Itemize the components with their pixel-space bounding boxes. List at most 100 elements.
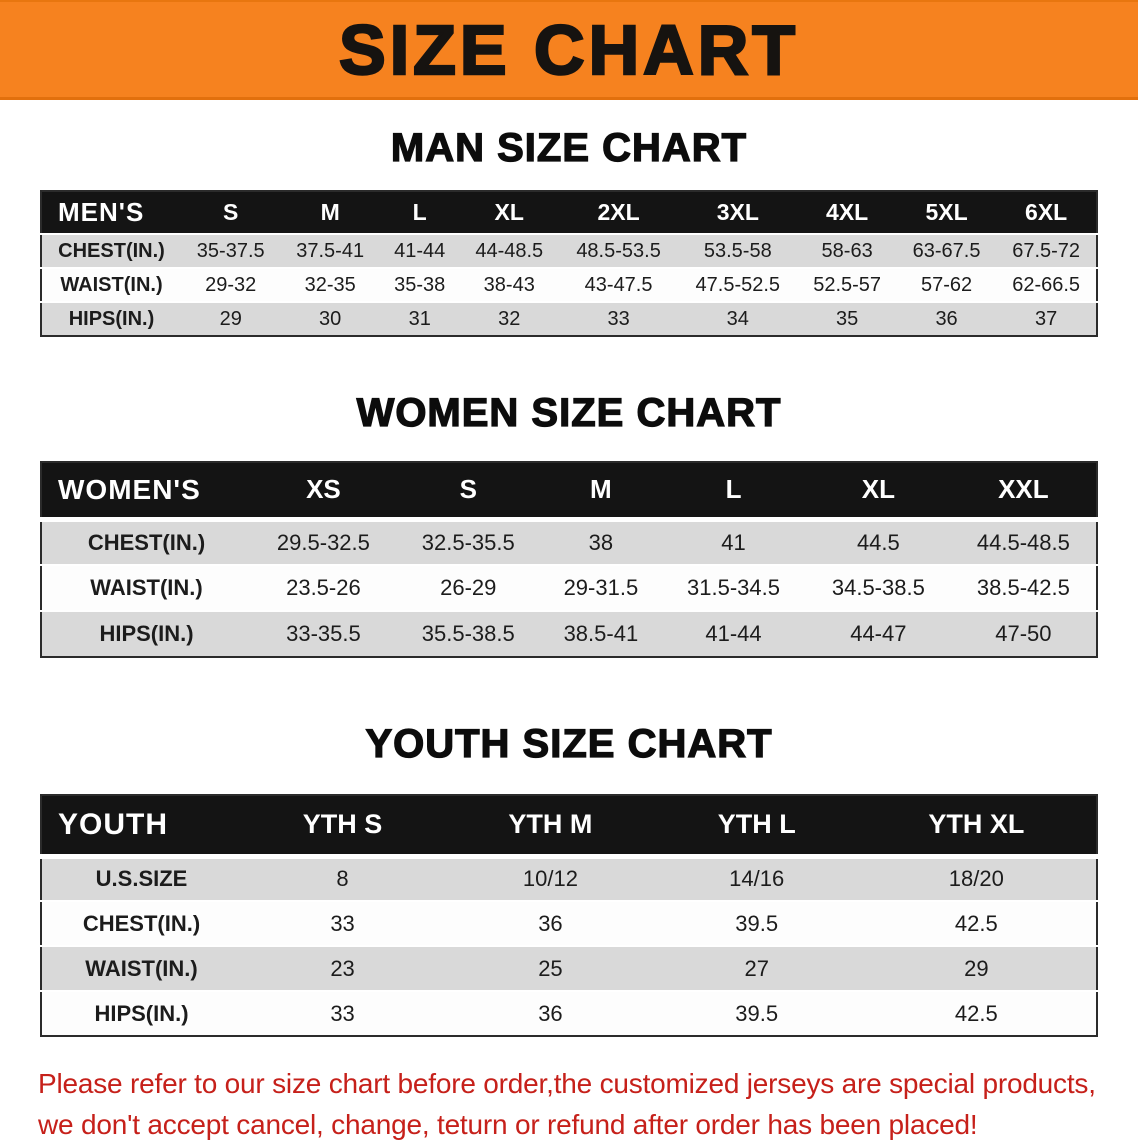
men-size-table: MEN'S S M L XL 2XL 3XL 4XL 5XL 6XL CHEST… xyxy=(40,190,1098,337)
women-heading: WOMEN SIZE CHART xyxy=(356,390,782,435)
size-column-header: 6XL xyxy=(996,191,1097,234)
size-column-header: YTH M xyxy=(444,795,657,856)
size-column-header: YTH L xyxy=(656,795,857,856)
women-waist-row: WAIST(IN.) 23.5-26 26-29 29-31.5 31.5-34… xyxy=(41,565,1097,611)
size-value: 37 xyxy=(996,302,1097,336)
men-chest-row: CHEST(IN.) 35-37.5 37.5-41 41-44 44-48.5… xyxy=(41,234,1097,268)
size-value: 32 xyxy=(459,302,559,336)
row-label: CHEST(IN.) xyxy=(41,519,251,565)
size-value: 44.5 xyxy=(805,519,951,565)
size-value: 31 xyxy=(379,302,460,336)
size-value: 47-50 xyxy=(950,611,1097,657)
size-column-header: L xyxy=(379,191,460,234)
size-value: 38-43 xyxy=(459,268,559,302)
disclaimer: Please refer to our size chart before or… xyxy=(38,1063,1100,1146)
size-value: 67.5-72 xyxy=(996,234,1097,268)
row-label: HIPS(IN.) xyxy=(41,991,241,1036)
size-column-header: L xyxy=(661,462,806,519)
page-title: SIZE CHART xyxy=(338,10,799,89)
size-value: 43-47.5 xyxy=(558,268,679,302)
row-label: HIPS(IN.) xyxy=(41,302,181,336)
size-value: 33 xyxy=(241,901,445,946)
youth-section: YOUTH SIZE CHART YOUTH YTH S YTH M YTH L… xyxy=(0,721,1138,1037)
youth-table-title: YOUTH xyxy=(41,795,241,856)
size-value: 36 xyxy=(444,901,657,946)
size-value: 38.5-41 xyxy=(540,611,662,657)
size-value: 34 xyxy=(678,302,798,336)
row-label: WAIST(IN.) xyxy=(41,565,251,611)
size-value: 62-66.5 xyxy=(996,268,1097,302)
women-section: WOMEN SIZE CHART WOMEN'S XS S M L XL XXL… xyxy=(0,390,1138,658)
size-value: 37.5-41 xyxy=(280,234,380,268)
row-label: WAIST(IN.) xyxy=(41,946,241,991)
size-value: 53.5-58 xyxy=(678,234,798,268)
size-value: 58-63 xyxy=(797,234,897,268)
size-value: 14/16 xyxy=(656,856,857,901)
size-value: 30 xyxy=(280,302,380,336)
youth-chest-row: CHEST(IN.) 33 36 39.5 42.5 xyxy=(41,901,1097,946)
size-value: 32.5-35.5 xyxy=(395,519,541,565)
size-value: 31.5-34.5 xyxy=(661,565,806,611)
size-value: 10/12 xyxy=(444,856,657,901)
size-value: 35-38 xyxy=(379,268,460,302)
size-value: 41-44 xyxy=(379,234,460,268)
size-value: 48.5-53.5 xyxy=(558,234,679,268)
size-value: 44-48.5 xyxy=(459,234,559,268)
size-column-header: 4XL xyxy=(797,191,897,234)
men-table-title: MEN'S xyxy=(41,191,181,234)
size-value: 39.5 xyxy=(656,901,857,946)
size-value: 18/20 xyxy=(856,856,1097,901)
size-value: 42.5 xyxy=(856,991,1097,1036)
size-column-header: 2XL xyxy=(558,191,679,234)
women-hips-row: HIPS(IN.) 33-35.5 35.5-38.5 38.5-41 41-4… xyxy=(41,611,1097,657)
row-label: HIPS(IN.) xyxy=(41,611,251,657)
size-column-header: YTH S xyxy=(241,795,445,856)
size-value: 41 xyxy=(661,519,806,565)
women-table-title: WOMEN'S xyxy=(41,462,251,519)
youth-hips-row: HIPS(IN.) 33 36 39.5 42.5 xyxy=(41,991,1097,1036)
men-heading: MAN SIZE CHART xyxy=(390,125,748,170)
disclaimer-line-1: Please refer to our size chart before or… xyxy=(38,1068,1096,1099)
youth-waist-row: WAIST(IN.) 23 25 27 29 xyxy=(41,946,1097,991)
size-value: 33 xyxy=(558,302,679,336)
size-value: 39.5 xyxy=(656,991,857,1036)
size-value: 29-32 xyxy=(181,268,281,302)
size-value: 23 xyxy=(241,946,445,991)
size-value: 47.5-52.5 xyxy=(678,268,798,302)
size-value: 23.5-26 xyxy=(251,565,396,611)
size-value: 52.5-57 xyxy=(797,268,897,302)
row-label: WAIST(IN.) xyxy=(41,268,181,302)
women-size-table: WOMEN'S XS S M L XL XXL CHEST(IN.) 29.5-… xyxy=(40,461,1098,658)
women-chest-row: CHEST(IN.) 29.5-32.5 32.5-35.5 38 41 44.… xyxy=(41,519,1097,565)
women-header-row: WOMEN'S XS S M L XL XXL xyxy=(41,462,1097,519)
size-value: 35 xyxy=(797,302,897,336)
size-column-header: XXL xyxy=(950,462,1097,519)
size-value: 38 xyxy=(540,519,662,565)
size-value: 44.5-48.5 xyxy=(950,519,1097,565)
size-value: 29.5-32.5 xyxy=(251,519,396,565)
size-value: 41-44 xyxy=(661,611,806,657)
size-value: 44-47 xyxy=(805,611,951,657)
size-column-header: XL xyxy=(459,191,559,234)
size-value: 36 xyxy=(444,991,657,1036)
size-value: 29-31.5 xyxy=(540,565,662,611)
youth-header-row: YOUTH YTH S YTH M YTH L YTH XL xyxy=(41,795,1097,856)
size-column-header: 3XL xyxy=(678,191,798,234)
size-value: 33 xyxy=(241,991,445,1036)
disclaimer-line-2: we don't accept cancel, change, teturn o… xyxy=(38,1109,978,1141)
size-value: 25 xyxy=(444,946,657,991)
size-value: 29 xyxy=(181,302,281,336)
size-value: 26-29 xyxy=(395,565,541,611)
size-value: 38.5-42.5 xyxy=(950,565,1097,611)
size-value: 8 xyxy=(241,856,445,901)
youth-heading: YOUTH SIZE CHART xyxy=(365,721,773,766)
size-value: 35-37.5 xyxy=(181,234,281,268)
size-column-header: M xyxy=(280,191,380,234)
men-section: MAN SIZE CHART MEN'S S M L XL 2XL 3XL 4X… xyxy=(0,125,1138,337)
size-column-header: YTH XL xyxy=(856,795,1097,856)
size-value: 27 xyxy=(656,946,857,991)
row-label: CHEST(IN.) xyxy=(41,234,181,268)
size-column-header: 5XL xyxy=(896,191,997,234)
size-value: 33-35.5 xyxy=(251,611,396,657)
size-value: 34.5-38.5 xyxy=(805,565,951,611)
